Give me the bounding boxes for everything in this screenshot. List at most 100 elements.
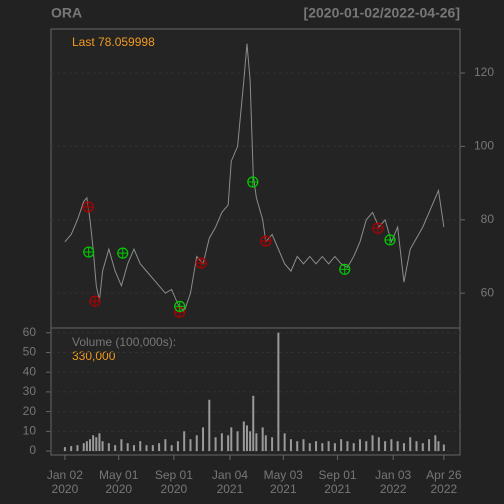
volume-bar xyxy=(296,441,299,452)
volume-bar xyxy=(321,443,324,452)
price-panel xyxy=(50,28,461,329)
volume-bar xyxy=(271,437,274,452)
volume-bar xyxy=(158,443,161,452)
signal-marker xyxy=(339,263,351,275)
volume-bar xyxy=(195,435,198,452)
signal-marker xyxy=(247,176,259,188)
volume-bar xyxy=(428,439,431,452)
x-tick-label: May 01 xyxy=(99,468,139,482)
volume-bar xyxy=(170,445,173,452)
volume-bar xyxy=(189,439,192,452)
volume-bar xyxy=(377,437,380,452)
chart-subtitle: [2020-01-02/2022-04-26] xyxy=(304,5,460,21)
signal-marker xyxy=(82,201,94,213)
volume-bar xyxy=(409,437,412,452)
volume-bar xyxy=(70,446,73,452)
volume-bar xyxy=(371,435,374,452)
volume-bar xyxy=(242,421,245,452)
volume-bar xyxy=(214,437,217,452)
y-tick-label: 0 xyxy=(29,443,36,457)
signal-marker xyxy=(89,295,101,307)
signal-marker xyxy=(372,222,384,234)
y-tick-label: 50 xyxy=(23,345,37,359)
signal-marker xyxy=(195,257,207,269)
volume-bar xyxy=(230,427,233,452)
volume-bar xyxy=(365,441,368,452)
volume-bar xyxy=(89,439,92,452)
x-tick-label: 2021 xyxy=(324,482,351,496)
volume-bar xyxy=(151,445,154,452)
volume-bar xyxy=(402,443,405,452)
volume-bar xyxy=(283,433,286,452)
y-tick-label: 30 xyxy=(23,384,37,398)
volume-bar xyxy=(308,443,311,452)
volume-bar xyxy=(261,427,264,452)
x-tick-label: May 03 xyxy=(264,468,304,482)
signal-marker xyxy=(83,246,95,258)
volume-bar xyxy=(82,443,85,452)
last-price-label: Last 78.059998 xyxy=(72,35,155,49)
volume-bar xyxy=(114,445,117,452)
y-tick-label: 20 xyxy=(23,404,37,418)
volume-bar xyxy=(236,431,239,452)
volume-bar xyxy=(126,443,129,452)
volume-bar xyxy=(384,441,387,452)
x-tick-label: 2021 xyxy=(217,482,244,496)
volume-bar xyxy=(255,433,258,452)
volume-title: Volume (100,000s): xyxy=(72,335,176,349)
volume-bar xyxy=(208,399,211,452)
y-tick-label: 10 xyxy=(23,424,37,438)
volume-bar xyxy=(442,444,445,452)
volume-bar xyxy=(333,443,336,452)
volume-bar xyxy=(145,445,148,452)
signal-marker xyxy=(384,234,396,246)
volume-bar xyxy=(139,441,142,452)
signal-marker xyxy=(117,247,129,259)
volume-bar xyxy=(101,441,104,452)
volume-bar xyxy=(289,439,292,452)
x-tick-label: Sep 01 xyxy=(155,468,193,482)
volume-bar xyxy=(220,433,223,452)
volume-bar xyxy=(95,437,98,452)
volume-bar xyxy=(358,439,361,452)
volume-bar xyxy=(164,439,167,452)
signal-marker xyxy=(174,300,186,312)
volume-bar xyxy=(76,445,79,452)
x-tick-label: Jan 04 xyxy=(212,468,248,482)
volume-bar xyxy=(63,447,66,452)
volume-bar xyxy=(245,425,248,452)
volume-bar xyxy=(421,443,424,452)
last-volume-label: 330,000 xyxy=(72,349,116,363)
y-tick-label: 60 xyxy=(23,325,37,339)
x-tick-label: 2020 xyxy=(105,482,132,496)
volume-bar xyxy=(92,435,95,452)
volume-bar xyxy=(252,395,255,452)
volume-bar xyxy=(346,441,349,452)
x-tick-label: Apr 26 xyxy=(426,468,462,482)
y-tick-label: 40 xyxy=(23,364,37,378)
y-tick-label: 80 xyxy=(481,212,495,226)
x-tick-label: 2022 xyxy=(431,482,458,496)
volume-bar xyxy=(183,431,186,452)
chart-title: ORA xyxy=(51,5,82,21)
x-tick-label: Sep 01 xyxy=(319,468,357,482)
volume-bar xyxy=(302,439,305,452)
x-tick-label: 2021 xyxy=(270,482,297,496)
volume-bar xyxy=(249,431,252,452)
y-tick-label: 60 xyxy=(481,285,495,299)
volume-bar xyxy=(437,441,440,452)
x-tick-label: 2020 xyxy=(161,482,188,496)
volume-bar xyxy=(107,443,110,452)
signal-marker xyxy=(260,235,272,247)
volume-bar xyxy=(85,441,88,452)
x-tick-label: Jan 02 xyxy=(47,468,83,482)
volume-bar xyxy=(227,435,230,452)
volume-bar xyxy=(352,443,355,452)
volume-bar xyxy=(277,332,280,452)
volume-bar xyxy=(98,433,101,452)
volume-bar xyxy=(340,439,343,452)
volume-bar xyxy=(315,441,318,452)
x-tick-label: 2020 xyxy=(52,482,79,496)
y-tick-label: 120 xyxy=(474,65,494,79)
